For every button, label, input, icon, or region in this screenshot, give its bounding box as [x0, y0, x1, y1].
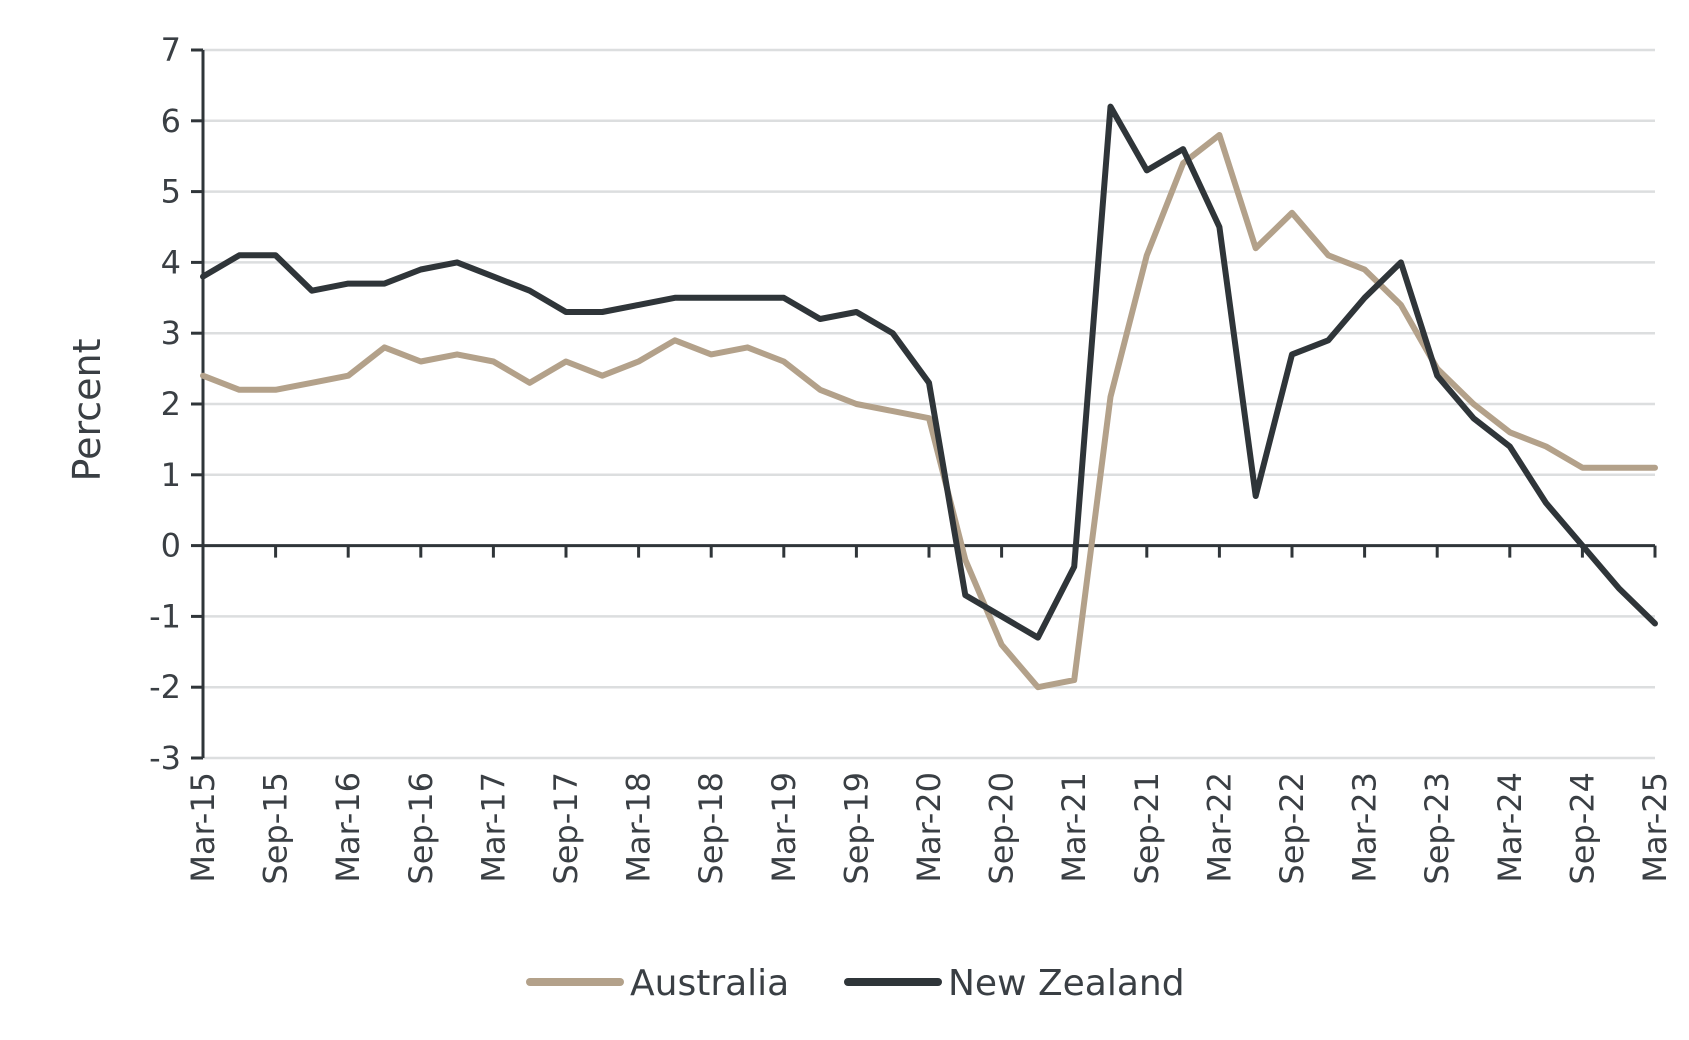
x-tick-label: Mar-22	[1200, 772, 1238, 883]
series-line-australia	[200, 132, 1658, 691]
x-tick-label: Mar-23	[1346, 772, 1384, 883]
x-tick-label: Mar-18	[620, 772, 658, 883]
y-tick-label: 2	[161, 385, 181, 423]
series-line-new-zealand	[200, 103, 1658, 641]
y-axis-title: Percent	[65, 339, 109, 482]
y-tick-label: 6	[161, 102, 181, 140]
x-tick-label: Sep-19	[837, 772, 875, 885]
y-tick-label: 1	[161, 456, 181, 494]
x-tick-label: Sep-22	[1273, 772, 1311, 885]
legend-label-australia: Australia	[630, 963, 789, 1004]
y-tick-label: 7	[161, 31, 181, 69]
x-tick-label: Sep-20	[983, 772, 1021, 885]
y-tick-label: 3	[161, 314, 181, 352]
x-tick-label: Mar-15	[184, 772, 222, 883]
x-tick-label: Mar-20	[910, 772, 948, 883]
x-tick-label: Mar-16	[329, 772, 367, 883]
x-tick-label: Sep-18	[692, 772, 730, 885]
x-axis: Mar-15 Sep-15 Mar-16 Sep-16 Mar-17 Sep-17 Mar-…	[184, 544, 1674, 885]
legend: Australia New Zealand	[526, 963, 1185, 1004]
x-tick-label: Mar-17	[474, 772, 512, 883]
y-tick-label: -2	[149, 668, 181, 706]
y-tick-label: 5	[161, 173, 181, 211]
gridlines	[203, 48, 1655, 760]
y-axis: -3 -2 -1 0 1 2 3 4 5 6 7	[149, 31, 205, 777]
x-tick-label: Sep-21	[1128, 772, 1166, 885]
y-tick-label: -3	[149, 739, 181, 777]
x-tick-label: Sep-15	[257, 772, 295, 885]
x-tick-label: Sep-24	[1563, 772, 1601, 885]
x-tick-label: Sep-23	[1418, 772, 1456, 885]
series-lines	[200, 103, 1658, 691]
x-tick-label: Mar-24	[1491, 772, 1529, 883]
x-tick-label: Mar-19	[765, 772, 803, 883]
x-tick-label: Sep-16	[402, 772, 440, 885]
y-tick-label: 4	[161, 243, 181, 281]
x-tick-label: Mar-21	[1055, 772, 1093, 883]
x-tick-label: Mar-25	[1636, 772, 1674, 883]
x-tick-label: Sep-17	[547, 772, 585, 885]
y-tick-label: 0	[161, 527, 181, 565]
legend-label-new-zealand: New Zealand	[948, 963, 1185, 1004]
y-tick-label: -1	[149, 597, 181, 635]
